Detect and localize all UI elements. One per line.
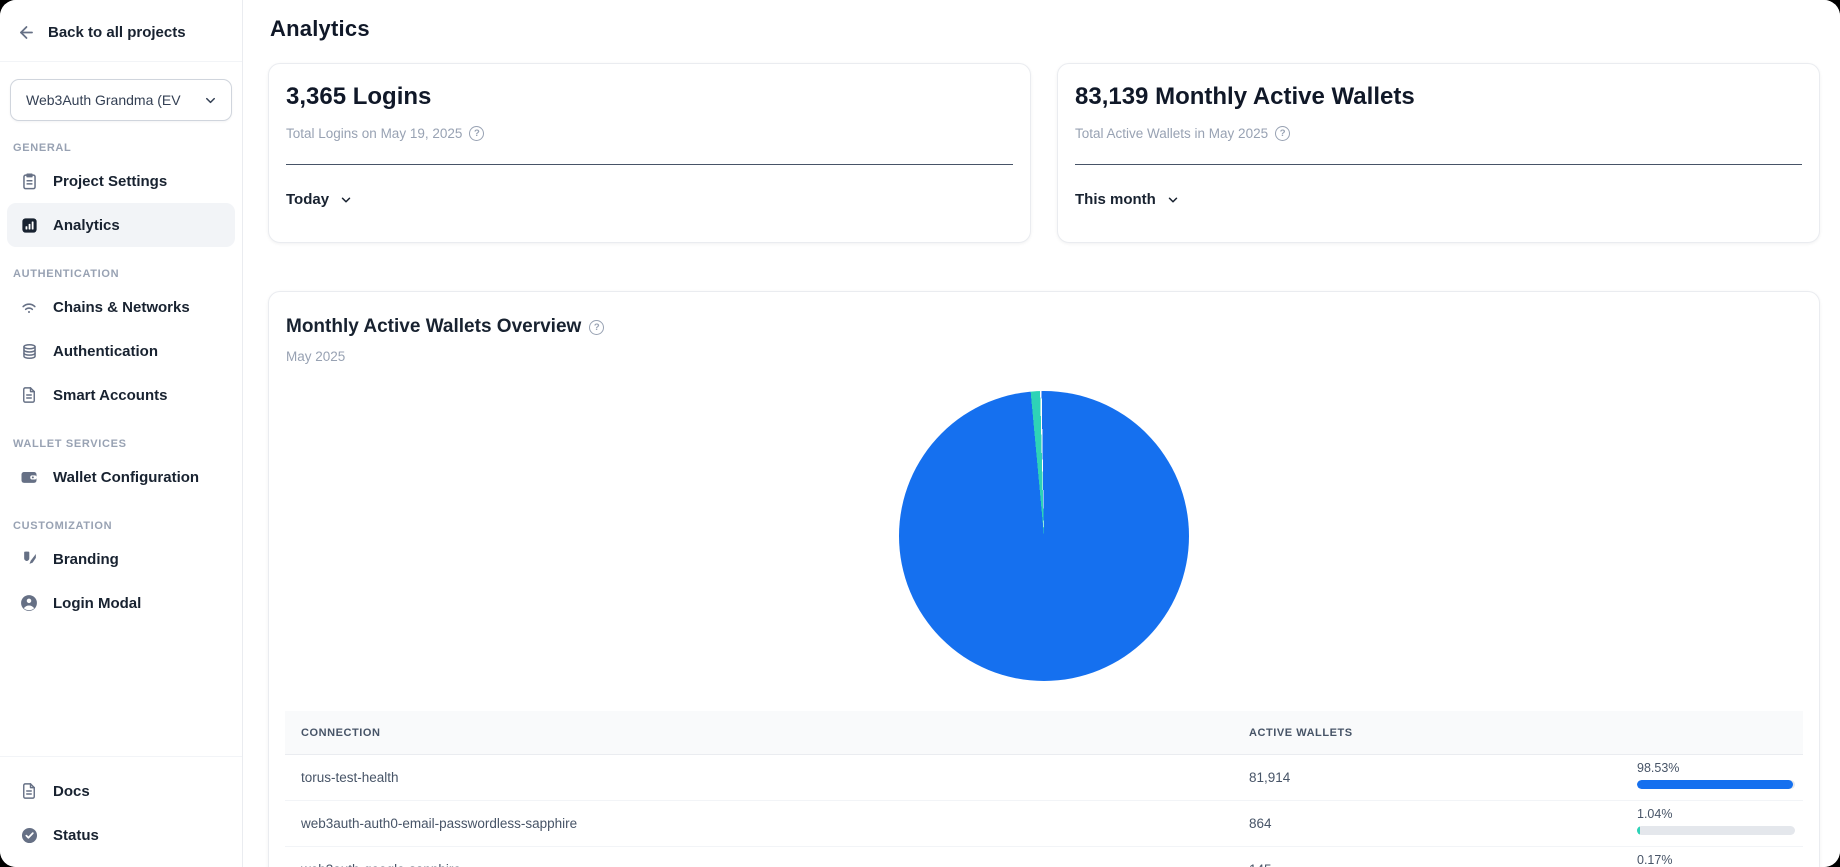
brush-icon bbox=[19, 549, 39, 569]
table-header-row: CONNECTION ACTIVE WALLETS bbox=[285, 711, 1803, 755]
sidebar-item-chains-networks[interactable]: Chains & Networks bbox=[7, 285, 235, 329]
user-circle-icon bbox=[19, 593, 39, 613]
sidebar-item-docs[interactable]: Docs bbox=[7, 769, 235, 813]
sidebar-item-label: Smart Accounts bbox=[53, 386, 168, 404]
active-wallets-card: 83,139 Monthly Active Wallets Total Acti… bbox=[1057, 63, 1820, 243]
project-selector-value: Web3Auth Grandma (EV bbox=[26, 92, 181, 108]
check-circle-icon bbox=[19, 825, 39, 845]
range-value: This month bbox=[1075, 191, 1156, 208]
overview-subtitle: May 2025 bbox=[286, 349, 346, 364]
chart-axis-line bbox=[286, 164, 1013, 165]
overview-title: Monthly Active Wallets Overview bbox=[286, 316, 582, 337]
chart-axis-line bbox=[1075, 164, 1802, 165]
project-selector[interactable]: Web3Auth Grandma (EV bbox=[10, 79, 232, 121]
file-icon bbox=[19, 385, 39, 405]
logins-range-dropdown[interactable]: Today bbox=[286, 191, 353, 208]
connection-name: web3auth-google-sapphire bbox=[285, 847, 1249, 867]
table-row[interactable]: web3auth-auth0-email-passwordless-sapphi… bbox=[285, 801, 1803, 847]
sidebar: Back to all projects Web3Auth Grandma (E… bbox=[0, 0, 243, 867]
sidebar-item-analytics[interactable]: Analytics bbox=[7, 203, 235, 247]
percent-label: 98.53% bbox=[1637, 761, 1680, 775]
percent-bar bbox=[1637, 826, 1795, 835]
sidebar-item-label: Branding bbox=[53, 550, 119, 568]
active-wallets-value: 81,914 bbox=[1249, 770, 1291, 785]
section-label-authentication: AUTHENTICATION bbox=[13, 268, 120, 280]
sidebar-item-label: Wallet Configuration bbox=[53, 468, 200, 486]
col-header-active-wallets: ACTIVE WALLETS bbox=[1249, 726, 1353, 739]
active-wallets-value: 145 bbox=[1249, 847, 1637, 867]
table-row[interactable]: web3auth-google-sapphire 145 0.17% bbox=[285, 847, 1803, 867]
clipboard-icon bbox=[19, 171, 39, 191]
help-icon[interactable]: ? bbox=[589, 319, 605, 335]
logins-card: 3,365 Logins Total Logins on May 19, 202… bbox=[268, 63, 1031, 243]
sidebar-item-label: Authentication bbox=[53, 342, 158, 360]
range-value: Today bbox=[286, 191, 330, 208]
connections-table: CONNECTION ACTIVE WALLETS torus-test-hea… bbox=[285, 711, 1803, 867]
percent-bar-fill bbox=[1637, 780, 1793, 789]
table-row[interactable]: torus-test-health 81,914 98.53% bbox=[285, 755, 1803, 801]
sidebar-item-label: Chains & Networks bbox=[53, 298, 190, 316]
sidebar-item-label: Docs bbox=[53, 782, 90, 800]
help-icon[interactable]: ? bbox=[1275, 126, 1291, 141]
section-label-general: GENERAL bbox=[13, 142, 72, 154]
sidebar-item-status[interactable]: Status bbox=[7, 813, 235, 857]
sidebar-item-project-settings[interactable]: Project Settings bbox=[7, 159, 235, 203]
back-label: Back to all projects bbox=[48, 23, 186, 41]
database-icon bbox=[19, 341, 39, 361]
active-wallets-metric: 83,139 Monthly Active Wallets bbox=[1075, 83, 1415, 110]
back-to-projects-link[interactable]: Back to all projects bbox=[0, 0, 242, 61]
main-content: Analytics 3,365 Logins Total Logins on M… bbox=[243, 0, 1840, 867]
logins-metric: 3,365 Logins bbox=[286, 83, 432, 110]
chevron-down-icon bbox=[203, 93, 218, 108]
sidebar-item-branding[interactable]: Branding bbox=[7, 537, 235, 581]
percent-bar-fill bbox=[1637, 826, 1640, 835]
sidebar-item-label: Analytics bbox=[53, 216, 120, 234]
col-header-connection: CONNECTION bbox=[301, 726, 381, 739]
connection-name: web3auth-auth0-email-passwordless-sapphi… bbox=[301, 816, 578, 831]
arrow-left-icon bbox=[16, 22, 36, 42]
file-icon bbox=[19, 781, 39, 801]
bar-chart-icon bbox=[19, 215, 39, 235]
sidebar-item-label: Login Modal bbox=[53, 594, 142, 612]
active-wallets-pie-chart[interactable] bbox=[899, 391, 1189, 681]
sidebar-item-login-modal[interactable]: Login Modal bbox=[7, 581, 235, 625]
active-wallets-range-dropdown[interactable]: This month bbox=[1075, 191, 1180, 208]
sidebar-footer: Docs Status bbox=[0, 756, 242, 867]
sidebar-item-authentication[interactable]: Authentication bbox=[7, 329, 235, 373]
logins-subtitle: Total Logins on May 19, 2025 bbox=[286, 126, 463, 141]
active-wallets-subtitle: Total Active Wallets in May 2025 bbox=[1075, 126, 1269, 141]
percent-bar bbox=[1637, 780, 1795, 789]
section-label-customization: CUSTOMIZATION bbox=[13, 520, 113, 532]
percent-label: 1.04% bbox=[1637, 807, 1673, 821]
overview-card: Monthly Active Wallets Overview ? May 20… bbox=[268, 291, 1820, 867]
chevron-down-icon bbox=[1166, 193, 1180, 207]
chevron-down-icon bbox=[339, 193, 353, 207]
connection-name: torus-test-health bbox=[301, 770, 399, 785]
section-label-wallet-services: WALLET SERVICES bbox=[13, 438, 127, 450]
sidebar-item-wallet-configuration[interactable]: Wallet Configuration bbox=[7, 455, 235, 499]
page-title: Analytics bbox=[270, 16, 370, 41]
active-wallets-value: 864 bbox=[1249, 816, 1272, 831]
sidebar-item-label: Project Settings bbox=[53, 172, 168, 190]
wallet-icon bbox=[19, 467, 39, 487]
sidebar-divider bbox=[0, 61, 242, 62]
help-icon[interactable]: ? bbox=[469, 126, 485, 141]
sidebar-item-smart-accounts[interactable]: Smart Accounts bbox=[7, 373, 235, 417]
sidebar-item-label: Status bbox=[53, 826, 99, 844]
wifi-icon bbox=[19, 297, 39, 317]
percent-label: 0.17% bbox=[1637, 853, 1673, 867]
